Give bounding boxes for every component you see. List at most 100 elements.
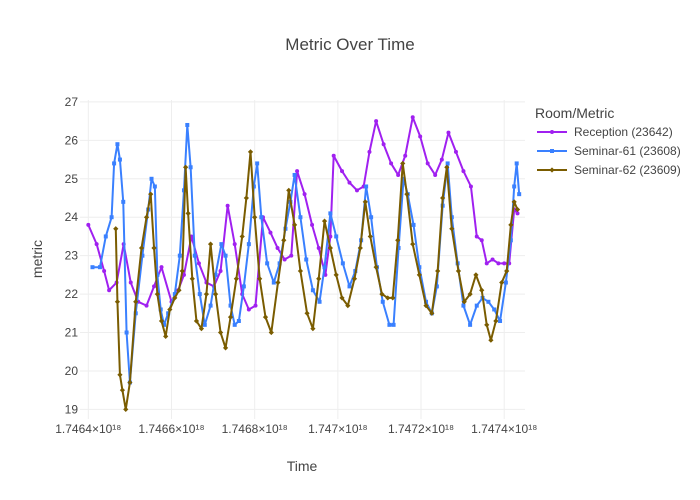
data-point xyxy=(121,199,126,204)
data-point xyxy=(490,257,495,262)
data-point xyxy=(493,318,499,324)
data-point xyxy=(219,242,224,247)
data-point xyxy=(275,279,281,286)
data-point xyxy=(246,242,251,247)
data-point xyxy=(102,269,107,274)
data-point xyxy=(259,215,264,220)
data-point xyxy=(193,318,200,324)
legend-label: Seminar-62 (23609) xyxy=(574,163,681,177)
data-point xyxy=(479,238,484,243)
data-point xyxy=(138,245,145,251)
data-point xyxy=(411,222,416,227)
data-point xyxy=(391,322,396,327)
data-point xyxy=(435,268,441,274)
data-point xyxy=(155,272,160,277)
data-point xyxy=(291,222,298,228)
data-point xyxy=(455,268,462,274)
data-point xyxy=(461,299,467,305)
data-point xyxy=(243,195,249,201)
data-point xyxy=(434,284,439,289)
data-point xyxy=(241,284,246,289)
data-point xyxy=(488,337,494,343)
data-point xyxy=(203,291,210,297)
data-point xyxy=(508,222,514,228)
data-point xyxy=(148,191,154,197)
legend-title: Room/Metric xyxy=(535,105,614,121)
data-point xyxy=(425,161,430,166)
data-point xyxy=(499,279,505,286)
data-point xyxy=(275,245,280,250)
data-point xyxy=(444,164,450,170)
data-point xyxy=(468,184,473,189)
series-line xyxy=(87,116,519,311)
data-point xyxy=(295,169,300,174)
data-point xyxy=(127,379,133,386)
data-point xyxy=(223,253,228,258)
data-point xyxy=(196,261,201,266)
data-point xyxy=(461,303,466,308)
data-point xyxy=(185,122,190,127)
legend-item[interactable]: Seminar-62 (23609) xyxy=(537,163,681,177)
x-tick-label: 1.747×10¹⁸ xyxy=(308,422,367,436)
series-line xyxy=(114,150,519,411)
data-point xyxy=(345,303,351,309)
data-point xyxy=(351,276,358,282)
data-point xyxy=(310,326,316,332)
legend-item[interactable]: Reception (23642) xyxy=(537,125,673,139)
data-point xyxy=(550,130,554,134)
data-point xyxy=(112,161,117,166)
data-point xyxy=(94,242,99,247)
data-point xyxy=(440,195,446,201)
data-point xyxy=(449,226,455,232)
legend-item[interactable]: Seminar-61 (23608) xyxy=(537,144,681,158)
data-point xyxy=(474,234,479,239)
x-tick-label: 1.7474×10¹⁸ xyxy=(471,422,537,436)
data-point xyxy=(334,234,339,239)
data-point xyxy=(416,272,422,278)
data-point xyxy=(486,299,491,304)
data-point xyxy=(232,322,237,327)
data-point xyxy=(252,214,258,220)
data-point xyxy=(381,142,386,147)
data-point xyxy=(114,299,121,305)
data-point xyxy=(549,167,555,173)
data-point xyxy=(400,160,406,167)
data-point xyxy=(515,211,520,216)
data-point xyxy=(213,272,218,277)
data-point xyxy=(289,253,294,258)
data-point xyxy=(119,387,126,393)
data-point xyxy=(321,218,328,224)
data-point xyxy=(177,253,182,258)
data-point xyxy=(297,268,304,274)
data-point xyxy=(316,276,322,282)
data-point xyxy=(172,295,178,301)
data-point xyxy=(265,261,270,266)
data-point xyxy=(310,222,315,227)
data-point xyxy=(197,292,202,297)
data-point xyxy=(508,238,513,243)
data-point xyxy=(498,318,503,323)
data-point xyxy=(282,257,287,262)
data-point xyxy=(467,291,473,297)
x-tick-label: 1.7464×10¹⁸ xyxy=(55,422,121,436)
data-point xyxy=(233,276,239,282)
data-point xyxy=(152,284,157,289)
grid xyxy=(80,100,525,419)
data-point xyxy=(97,265,102,270)
data-point xyxy=(167,306,173,313)
data-point xyxy=(367,233,373,240)
data-point xyxy=(109,215,114,220)
data-point xyxy=(212,291,219,297)
data-point xyxy=(253,303,258,308)
y-tick-label: 27 xyxy=(65,95,79,109)
legend: Room/Metric Reception (23642) Seminar-61 … xyxy=(535,105,681,177)
y-tick-label: 19 xyxy=(65,402,79,416)
data-point xyxy=(166,311,171,316)
data-point xyxy=(461,169,466,174)
data-point xyxy=(225,203,230,208)
x-axis: 1.7464×10¹⁸ 1.7466×10¹⁸ 1.7468×10¹⁸ 1.747×1… xyxy=(55,422,537,436)
data-point xyxy=(396,245,401,250)
data-point xyxy=(217,329,224,336)
data-point xyxy=(117,157,122,162)
data-point xyxy=(103,234,108,239)
